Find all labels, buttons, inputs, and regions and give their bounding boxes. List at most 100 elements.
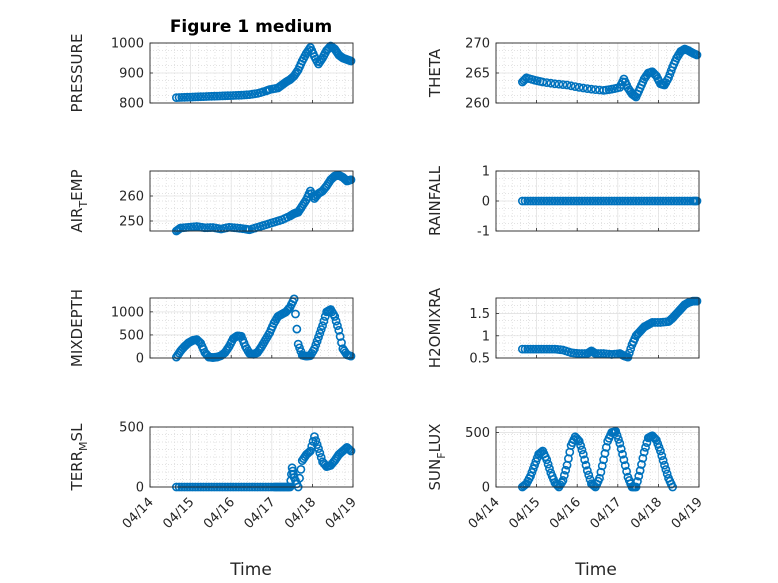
data-point <box>534 196 544 206</box>
data-point <box>607 196 617 206</box>
data-point <box>523 196 533 206</box>
data-point <box>296 464 306 474</box>
data-point <box>312 440 322 449</box>
y-axis-label: SUNFLUX <box>426 424 448 491</box>
data-point <box>653 196 663 206</box>
data-point <box>190 92 200 102</box>
data-point <box>337 338 346 348</box>
data-point <box>526 344 535 354</box>
data-point <box>574 83 584 92</box>
data-point <box>604 196 614 206</box>
data-point <box>543 459 553 469</box>
data-point <box>193 92 203 102</box>
data-point <box>331 316 341 326</box>
axes-box <box>149 42 354 104</box>
data-point <box>292 324 302 334</box>
data-point <box>677 196 687 206</box>
y-tick-label: 260 <box>119 190 144 205</box>
data-point <box>661 465 671 474</box>
data-point <box>303 448 313 458</box>
data-point <box>542 344 552 354</box>
data-point <box>557 478 567 488</box>
data-point <box>634 471 644 481</box>
data-point <box>258 87 268 97</box>
data-point <box>542 78 552 87</box>
subplot-8: 0 500 04/14 04/15 04/16 04/17 04/18 04/19 SUNFLU… <box>426 424 706 532</box>
data-point <box>542 196 552 206</box>
data-point <box>585 347 595 357</box>
data-point <box>215 91 225 101</box>
data-point <box>517 344 527 354</box>
data-point <box>588 196 598 206</box>
data-point <box>582 466 592 476</box>
data-point <box>620 461 630 470</box>
data-point <box>577 196 587 206</box>
axes-box <box>149 426 354 488</box>
data-point <box>569 196 579 206</box>
data-point <box>647 196 657 206</box>
y-tick-label: 800 <box>119 97 144 112</box>
data-point <box>315 448 325 458</box>
subplot-6: 0.5 1 1.5 H2OMIXRA <box>426 287 702 368</box>
data-point <box>660 460 669 470</box>
data-point <box>597 461 607 471</box>
x-tick-label: 04/19 <box>669 495 706 532</box>
y-tick-label: 900 <box>119 67 144 82</box>
data-point <box>630 334 640 344</box>
data-point <box>546 78 556 88</box>
data-point <box>593 476 603 486</box>
data-point <box>672 196 682 206</box>
data-point <box>566 81 576 91</box>
data-point <box>618 196 627 206</box>
subplot-7: 0 500 04/14 04/15 04/16 04/17 04/18 04/19 TERRMS… <box>68 421 360 532</box>
y-tick-label: 500 <box>119 421 144 436</box>
data-point <box>520 196 530 206</box>
x-axis-label: Time <box>574 560 617 580</box>
y-axis-label: RAINFALL <box>426 165 444 236</box>
data-point <box>189 222 199 232</box>
data-point <box>523 344 533 354</box>
data-point <box>666 196 676 206</box>
data-point <box>657 451 667 461</box>
y-axis-label: TERRMSL <box>68 423 90 492</box>
data-point <box>572 196 581 206</box>
y-tick-label: 500 <box>119 328 144 343</box>
subplot-2: 260 265 270 THETA <box>426 37 702 112</box>
data-point <box>528 464 538 474</box>
data-point <box>223 91 233 101</box>
data-point <box>319 316 329 326</box>
data-point <box>314 332 323 342</box>
data-point <box>618 449 627 459</box>
data-point <box>633 477 642 486</box>
data-point <box>531 196 541 206</box>
data-point <box>653 318 663 327</box>
y-tick-label: 260 <box>465 97 490 112</box>
data-point <box>526 196 535 206</box>
x-tick-label: 04/16 <box>547 495 584 532</box>
y-tick-label: 500 <box>465 426 490 441</box>
y-tick-label: 1000 <box>111 37 144 52</box>
data-point <box>634 196 644 206</box>
data-point <box>520 344 530 354</box>
data-point <box>196 92 206 102</box>
data-point <box>637 196 646 206</box>
data-point <box>238 224 248 234</box>
x-tick-label: 04/17 <box>588 495 625 532</box>
data-point <box>664 196 673 206</box>
data-point <box>228 91 238 100</box>
data-point <box>545 344 554 354</box>
data-point <box>622 466 631 476</box>
data-point <box>641 442 650 452</box>
data-point <box>547 344 557 354</box>
data-point <box>585 196 595 206</box>
data-point <box>517 196 527 206</box>
axes-box <box>495 297 700 359</box>
data-point <box>180 92 189 102</box>
data-point <box>177 93 187 102</box>
data-point <box>661 196 671 206</box>
data-point <box>616 444 626 454</box>
data-point <box>343 444 353 453</box>
data-point <box>171 93 181 102</box>
y-tick-label: 1 <box>482 329 490 344</box>
data-point <box>574 196 584 206</box>
